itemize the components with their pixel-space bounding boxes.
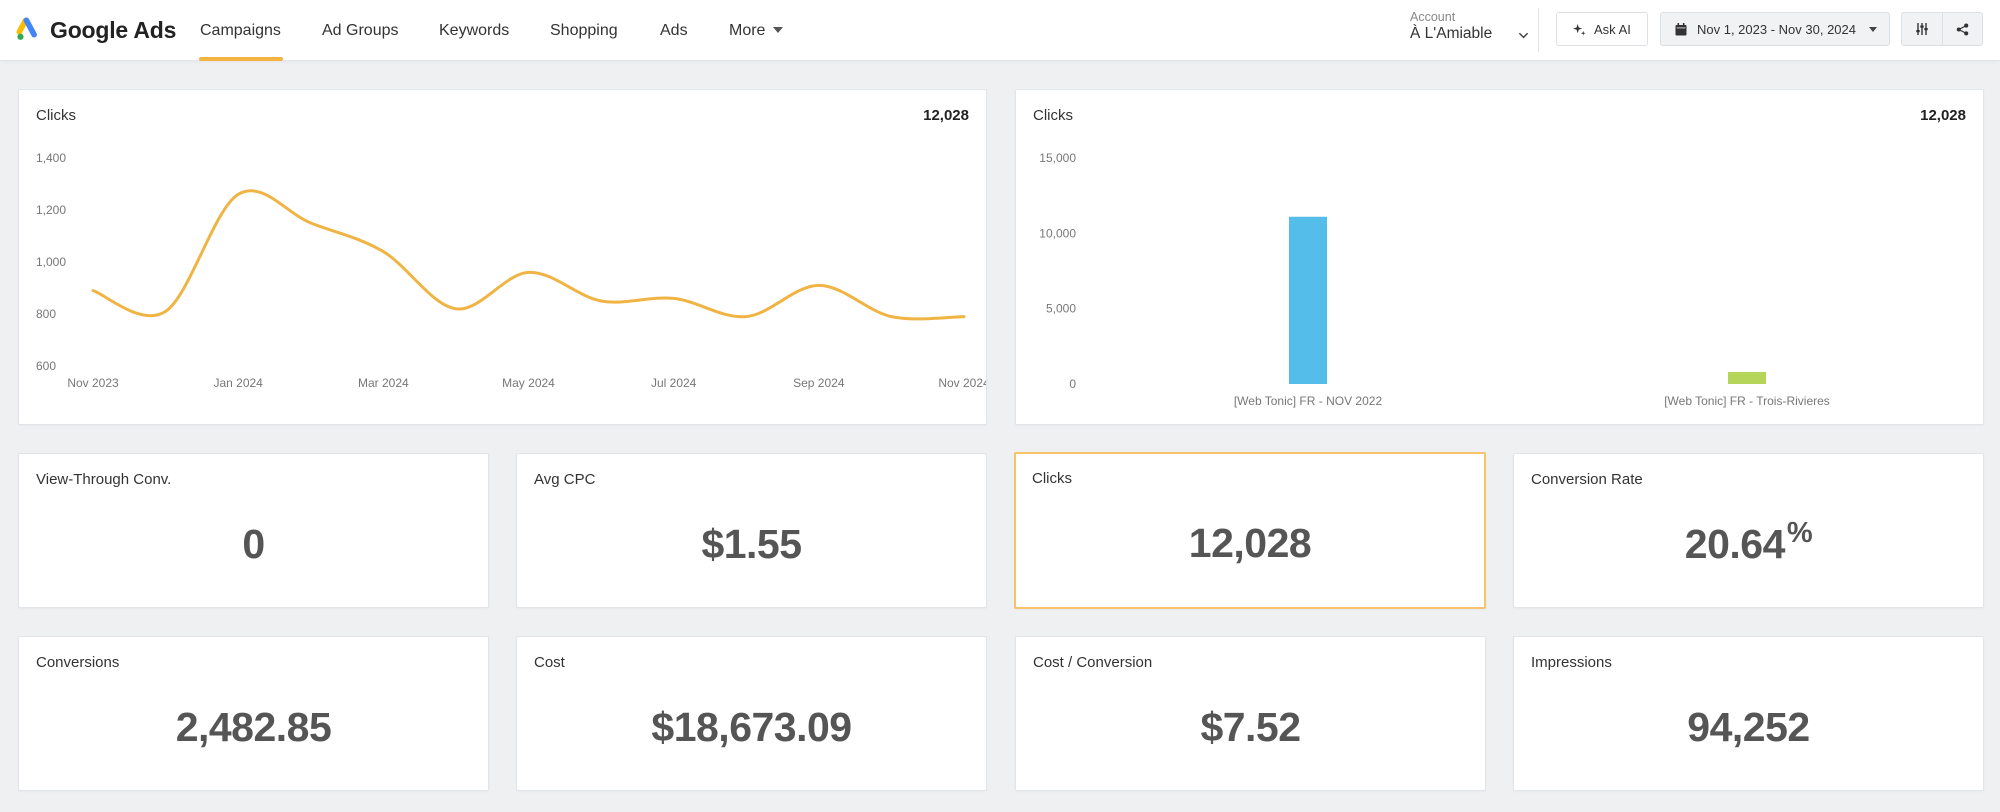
clicks-line-chart-card: Clicks 12,028 1,400 1,200 1,000 800 600 Nov 2… [18, 89, 987, 425]
share-icon [1956, 23, 1969, 35]
metric-number: 20.64 [1684, 521, 1786, 567]
tab-ads[interactable]: Ads [660, 22, 688, 39]
metric-value: $1.55 [701, 521, 802, 567]
card-title: Clicks [1033, 107, 1073, 124]
y-tick-label: 0 [1069, 377, 1076, 391]
x-tick-label: Jul 2024 [651, 376, 697, 390]
x-tick-label: Nov 2024 [938, 376, 986, 390]
metric-card-cost[interactable]: Cost $18,673.09 [516, 636, 987, 791]
metric-value: 94,252 [1687, 704, 1810, 750]
card-total: 12,028 [923, 107, 969, 124]
metric-value: $18,673.09 [651, 704, 852, 750]
metric-card-conversions[interactable]: Conversions 2,482.85 [18, 636, 489, 791]
tab-ad-groups[interactable]: Ad Groups [322, 22, 399, 39]
metric-card-impressions[interactable]: Impressions 94,252 [1513, 636, 1984, 791]
metric-title: Avg CPC [534, 471, 596, 488]
y-tick-label: 15,000 [1039, 151, 1076, 165]
caret-down-icon [773, 26, 784, 33]
metric-value: 12,028 [1188, 520, 1312, 566]
active-tab-indicator [199, 57, 283, 61]
customize-button[interactable] [1902, 13, 1942, 45]
clicks-line-chart: 1,400 1,200 1,000 800 600 Nov 2023 Jan 2024 Mar… [36, 151, 986, 390]
x-tick-label: Nov 2023 [67, 376, 119, 390]
metric-title: Cost [534, 654, 565, 671]
tab-more-label: More [729, 22, 766, 39]
card-total: 12,028 [1920, 107, 1966, 124]
google-ads-logo-icon [16, 17, 37, 40]
metric-value: 20.64% [1514, 517, 1983, 568]
brand-name: Google Ads [50, 17, 177, 43]
x-tick-label: Sep 2024 [793, 376, 845, 390]
metric-title: Conversions [36, 654, 120, 671]
metric-value: $7.52 [1200, 704, 1301, 750]
share-button[interactable] [1941, 13, 1983, 45]
top-navigation-bar: Google Ads Campaigns Ad Groups Keywords … [0, 0, 2000, 61]
y-tick-label: 1,000 [36, 255, 66, 269]
sliders-icon [1916, 23, 1928, 35]
y-tick-label: 5,000 [1046, 302, 1076, 316]
tab-more[interactable]: More [729, 22, 784, 40]
view-actions-group [1901, 12, 1983, 46]
y-tick-label: 10,000 [1039, 226, 1076, 240]
metric-card-view-through-conv[interactable]: View-Through Conv. 0 [18, 453, 489, 608]
ask-ai-button[interactable]: Ask AI [1556, 12, 1648, 46]
divider [1538, 8, 1539, 52]
x-tick-label: Jan 2024 [213, 376, 263, 390]
date-range-picker[interactable]: Nov 1, 2023 - Nov 30, 2024 [1660, 12, 1890, 46]
metric-unit: % [1786, 517, 1813, 549]
metric-value: 2,482.85 [175, 704, 332, 750]
y-tick-label: 1,200 [36, 203, 66, 217]
y-tick-label: 600 [36, 359, 56, 373]
tab-keywords[interactable]: Keywords [439, 22, 510, 39]
date-range-label: Nov 1, 2023 - Nov 30, 2024 [1697, 21, 1856, 37]
y-tick-label: 800 [36, 307, 56, 321]
metric-card-conversion-rate[interactable]: Conversion Rate 20.64% [1513, 453, 1984, 608]
metric-card-cost-per-conversion[interactable]: Cost / Conversion $7.52 [1015, 636, 1486, 791]
account-label: Account [1410, 10, 1456, 24]
metric-card-clicks[interactable]: Clicks 12,028 [1014, 452, 1486, 609]
clicks-bar-chart-card: Clicks 12,028 15,000 10,000 5,000 0 [Web Ton… [1015, 89, 1984, 425]
caret-down-icon [1869, 26, 1877, 32]
metric-title: Conversion Rate [1531, 471, 1643, 488]
metric-value: 0 [242, 521, 265, 567]
metric-title: Cost / Conversion [1033, 654, 1153, 671]
x-tick-label: May 2024 [502, 376, 555, 390]
bar-2 [1728, 371, 1766, 384]
y-tick-label: 1,400 [36, 151, 66, 165]
x-tick-label: Mar 2024 [358, 376, 409, 390]
bar-1 [1289, 216, 1327, 384]
x-category-label: [Web Tonic] FR - NOV 2022 [1234, 394, 1383, 408]
metric-title: Impressions [1531, 654, 1612, 671]
account-name: À L'Amiable [1410, 25, 1493, 42]
calendar-icon [1675, 22, 1687, 35]
ask-ai-label: Ask AI [1594, 21, 1631, 37]
clicks-series-line [91, 189, 966, 321]
clicks-bar-chart: 15,000 10,000 5,000 0 [Web Tonic] FR - NOV 2… [1039, 151, 1830, 408]
x-category-label: [Web Tonic] FR - Trois-Rivieres [1664, 394, 1830, 408]
chevron-down-icon [1518, 32, 1529, 39]
sparkle-icon [1573, 23, 1586, 36]
tab-shopping[interactable]: Shopping [550, 22, 618, 39]
card-title: Clicks [36, 107, 76, 124]
metric-title: Clicks [1032, 470, 1072, 487]
account-selector[interactable]: Account À L'Amiable [1410, 10, 1529, 43]
tab-campaigns[interactable]: Campaigns [200, 22, 281, 39]
metric-title: View-Through Conv. [36, 471, 172, 488]
metric-card-avg-cpc[interactable]: Avg CPC $1.55 [516, 453, 987, 608]
